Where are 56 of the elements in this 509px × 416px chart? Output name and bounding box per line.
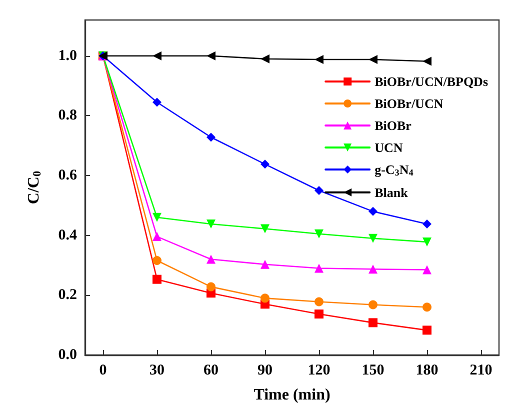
legend-label: Blank — [374, 184, 409, 200]
point — [314, 54, 324, 64]
point — [422, 302, 432, 312]
y-tick-label: 0.0 — [58, 347, 77, 363]
point — [422, 326, 432, 335]
legend-label: g-C3N4 — [374, 162, 414, 178]
x-tick-label: 180 — [416, 362, 438, 378]
legend-label: BiOBr/UCN/BPQDs — [374, 74, 488, 89]
point — [314, 186, 324, 195]
point — [368, 206, 378, 216]
point — [152, 51, 162, 60]
x-tick-label: 150 — [362, 362, 384, 378]
point — [260, 260, 270, 269]
x-tick-label: 0 — [99, 362, 107, 378]
point — [260, 224, 270, 234]
x-axis-title: Time (min) — [254, 386, 330, 404]
point — [260, 54, 270, 64]
point — [260, 160, 270, 169]
point — [206, 219, 216, 228]
point — [206, 51, 216, 60]
x-tick-label: 120 — [308, 362, 330, 378]
point — [422, 265, 432, 274]
point — [422, 56, 432, 66]
point — [368, 300, 378, 310]
legend-label: UCN — [374, 140, 404, 155]
point — [368, 54, 378, 64]
x-tick-label: 90 — [258, 362, 272, 378]
point — [368, 264, 378, 274]
point — [152, 232, 162, 242]
y-tick-label: 1.0 — [58, 48, 77, 64]
point — [152, 274, 162, 284]
point — [314, 264, 324, 273]
point — [368, 234, 378, 243]
point — [206, 132, 216, 142]
point — [206, 254, 216, 264]
x-tick-label: 210 — [470, 362, 492, 378]
legend-label: BiOBr/UCN — [374, 96, 444, 111]
point — [152, 256, 162, 265]
y-axis-title: C/C0 — [25, 170, 44, 204]
point — [314, 229, 324, 238]
y-tick-label: 0.2 — [58, 287, 77, 304]
legend-label: BiOBr — [374, 118, 412, 133]
point — [260, 294, 270, 303]
point — [422, 219, 432, 228]
point — [314, 297, 324, 306]
y-tick-label: 0.4 — [58, 227, 78, 244]
point — [368, 318, 378, 328]
point — [206, 282, 216, 292]
y-tick-label: 0.6 — [58, 168, 78, 184]
point — [314, 310, 324, 319]
y-tick-label: 0.8 — [58, 108, 77, 124]
x-tick-label: 60 — [204, 362, 218, 378]
point — [152, 98, 162, 107]
point — [422, 237, 432, 246]
point — [152, 212, 162, 222]
x-tick-label: 30 — [150, 362, 164, 378]
